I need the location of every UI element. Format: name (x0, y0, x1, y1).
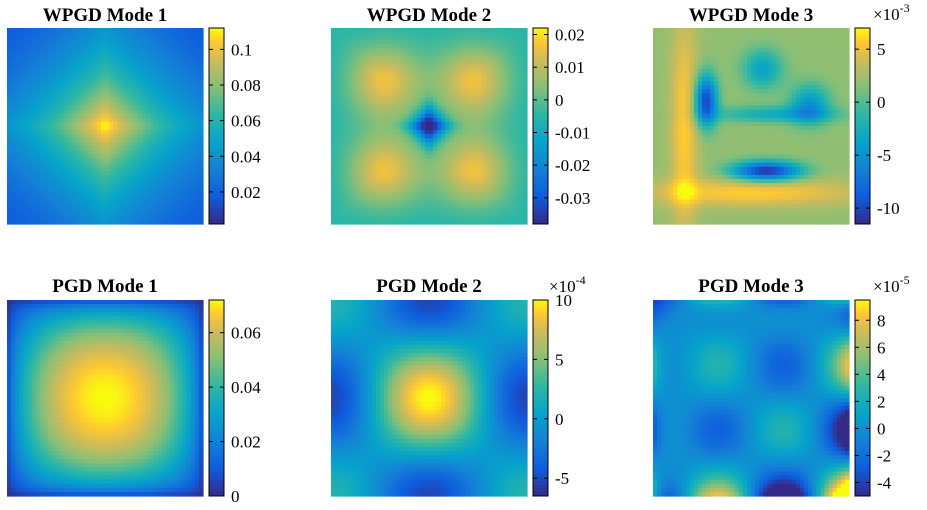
colorbar-tick-label: 0.02 (231, 433, 261, 452)
colorbar-tick-label: -0.02 (555, 156, 590, 175)
panel-4: PGD Mode 1 0.06 0.04 0.02 0 (7, 276, 261, 506)
colorbar-tick-label: 6 (877, 338, 886, 357)
colorbar-tick-label: 0.1 (231, 40, 252, 59)
panel-title: PGD Mode 3 (698, 276, 804, 297)
colorbar-tick-label: 2 (877, 392, 886, 411)
heatmap-image (331, 300, 528, 497)
colorbar-tick-label: 0.02 (231, 183, 261, 202)
panel-title: WPGD Mode 1 (43, 5, 168, 26)
colorbar-tick-label: 0.02 (555, 26, 585, 45)
colorbar-tick-label: 0 (877, 93, 886, 112)
panel-title: WPGD Mode 3 (689, 5, 814, 26)
colorbar-tick-label: 0.01 (555, 58, 585, 77)
colorbar-tick-label: 5 (877, 40, 886, 59)
panel-1: WPGD Mode 1 0.1 0.08 0.06 0.04 0.02 (7, 5, 261, 225)
colorbar (532, 27, 549, 225)
colorbar-tick-label: 0 (231, 487, 240, 506)
panel-title: PGD Mode 2 (376, 276, 482, 297)
panel-2: WPGD Mode 2 0.02 0.01 0 -0.01 -0.02 -0.03 (331, 5, 590, 225)
colorbar (854, 299, 871, 497)
colorbar-tick-label: -5 (877, 146, 891, 165)
panel-6: PGD Mode 3 8 6 4 2 0 -2 -4 ×10-5 (653, 273, 910, 497)
colorbar-tick-label: -2 (877, 446, 891, 465)
heatmap-image (7, 28, 204, 225)
colorbar-tick-label: 0 (555, 410, 564, 429)
colorbar-tick-label: 10 (555, 291, 572, 310)
colorbar-tick-label: -5 (555, 469, 569, 488)
colorbar (854, 27, 871, 225)
colorbar (208, 299, 225, 497)
colorbar-tick-label: -0.03 (555, 189, 590, 208)
colorbar-tick-label: 4 (877, 365, 886, 384)
colorbar-tick-label: -4 (877, 473, 892, 492)
colorbar (208, 27, 225, 225)
colorbar-tick-label: 8 (877, 311, 886, 330)
panel-title: PGD Mode 1 (52, 276, 158, 297)
panel-title: WPGD Mode 2 (367, 5, 492, 26)
colorbar-tick-label: 0.06 (231, 112, 261, 131)
colorbar-multiplier: ×10-3 (873, 1, 910, 24)
heatmap-image (653, 28, 850, 225)
colorbar-tick-label: 0.08 (231, 76, 261, 95)
colorbar-multiplier: ×10-5 (873, 273, 910, 296)
heatmap-image (7, 300, 204, 497)
colorbar (532, 299, 549, 497)
heatmap-image (331, 28, 528, 225)
colorbar-tick-label: 5 (555, 350, 564, 369)
colorbar-tick-label: -10 (877, 199, 900, 218)
panel-3: WPGD Mode 3 5 0 -5 -10 ×10-3 (653, 1, 910, 225)
panel-5: PGD Mode 2 10 5 0 -5 ×10-4 (331, 273, 586, 497)
colorbar-tick-label: -0.01 (555, 124, 590, 143)
colorbar-tick-label: 0 (877, 419, 886, 438)
colorbar-tick-label: 0 (555, 91, 564, 110)
colorbar-multiplier: ×10-4 (549, 273, 586, 296)
heatmap-image (653, 300, 850, 497)
colorbar-tick-label: 0.04 (231, 147, 261, 166)
colorbar-tick-label: 0.04 (231, 378, 261, 397)
colorbar-tick-label: 0.06 (231, 324, 261, 343)
